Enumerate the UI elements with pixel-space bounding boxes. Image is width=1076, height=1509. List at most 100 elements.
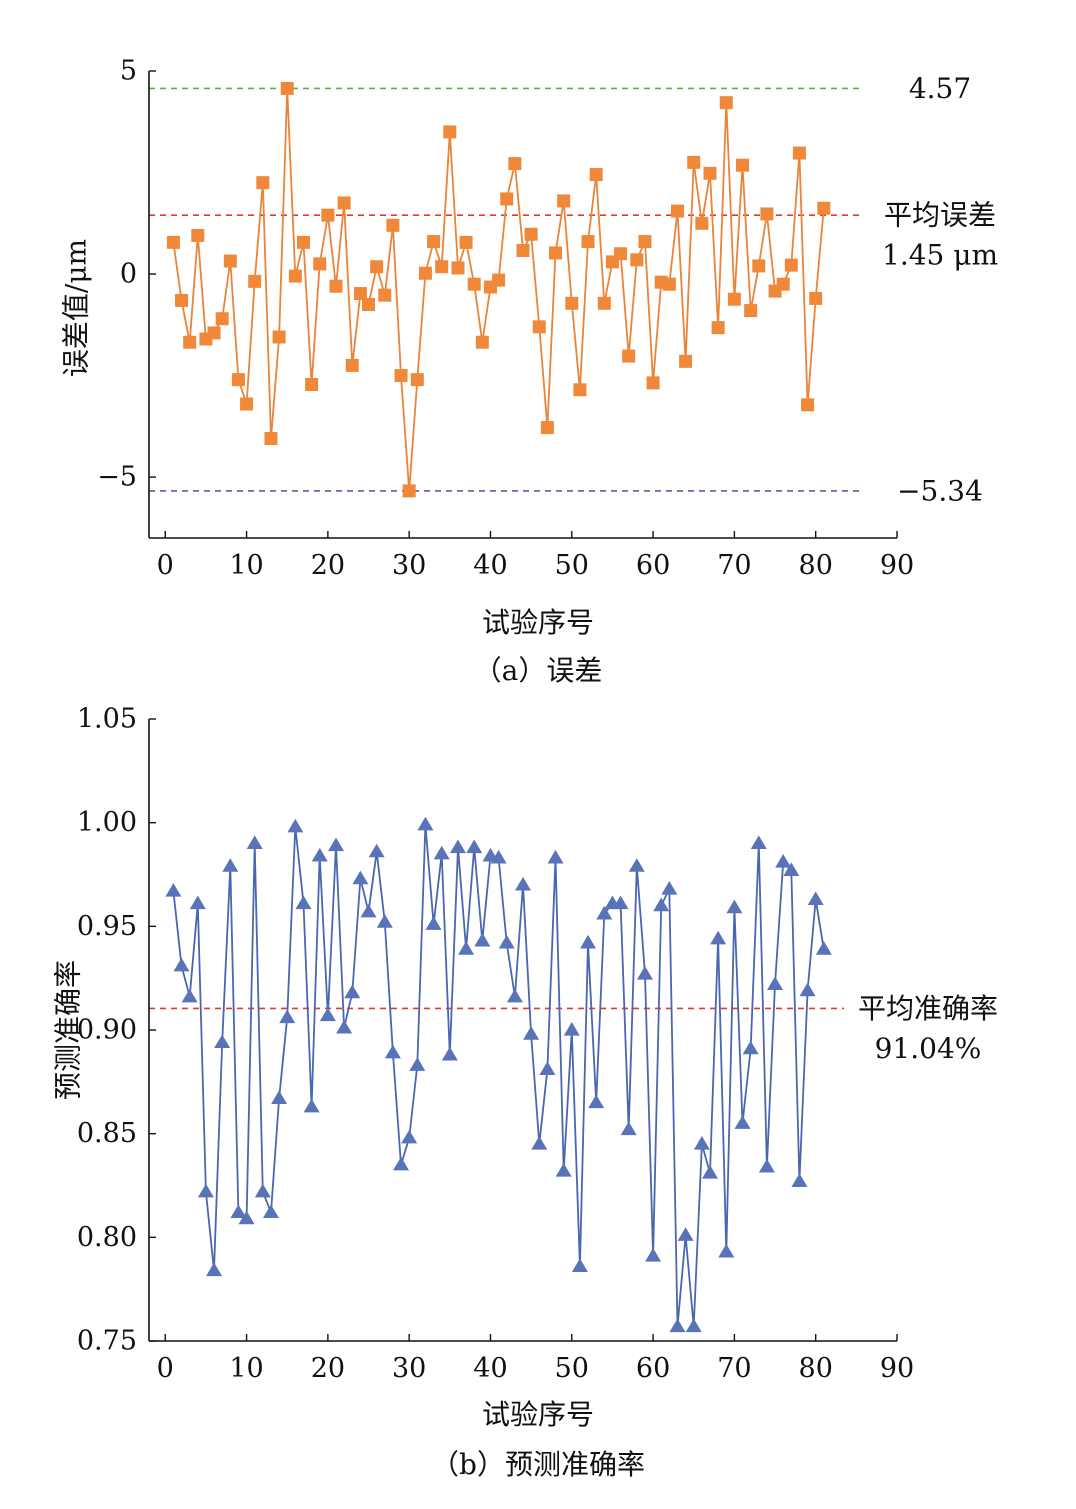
chart-a-data-point xyxy=(597,296,611,310)
chart-a-mean-label: 平均误差 xyxy=(884,199,996,232)
chart-b-data-point xyxy=(368,843,385,858)
chart-b-data-point xyxy=(758,1158,775,1173)
chart-b-data-point xyxy=(311,847,328,862)
chart-a-data-point xyxy=(792,146,806,160)
chart-a: 0 10 20 30 40 50 60 70 80 90 −5 0 5 4.57 平均误差 1.45 μm −… xyxy=(60,56,999,688)
chart-a-reference-labels: 4.57 平均误差 1.45 μm −5.34 xyxy=(882,72,998,507)
chart-a-data-point xyxy=(264,432,278,446)
chart-a-data-point xyxy=(353,287,367,301)
chart-b-data-point xyxy=(750,835,767,849)
chart-a-data-point xyxy=(646,376,660,390)
chart-b-data-point xyxy=(474,932,491,947)
chart-b-data-point xyxy=(417,816,434,831)
chart-b-data-point xyxy=(238,1210,255,1225)
chart-b-data-point xyxy=(246,835,263,849)
chart-a-data-point xyxy=(776,277,790,291)
chart-a-data-point xyxy=(256,176,270,190)
chart-b-y-tick-label: 0.90 xyxy=(77,1015,137,1046)
chart-a-data-point xyxy=(288,269,302,283)
chart-b-data-point xyxy=(767,976,784,990)
chart-b-series xyxy=(165,816,832,1333)
chart-a-data-point xyxy=(329,279,343,293)
chart-b-x-tick-label: 80 xyxy=(799,1353,833,1384)
chart-a-data-point xyxy=(573,383,587,397)
chart-a-x-tick-label: 40 xyxy=(473,550,507,581)
chart-a-data-point xyxy=(370,260,384,274)
chart-a-data-point xyxy=(524,227,538,241)
chart-b-data-point xyxy=(693,1136,710,1150)
chart-a-data-point xyxy=(191,228,205,242)
chart-b-x-tick-label: 50 xyxy=(555,1353,589,1384)
chart-b-data-point xyxy=(490,849,507,864)
chart-b-data-point xyxy=(555,1162,572,1177)
chart-b-data-point xyxy=(181,988,198,1003)
chart-b-x-tick-label: 60 xyxy=(636,1353,670,1384)
chart-a-data-point xyxy=(207,326,221,340)
chart-b-data-point xyxy=(645,1247,662,1262)
chart-b-data-point xyxy=(189,895,206,910)
chart-b-data-point xyxy=(612,895,629,910)
chart-a-x-tick-label: 50 xyxy=(555,550,589,581)
chart-a-data-point xyxy=(305,377,319,391)
chart-a-x-tick-label: 60 xyxy=(636,550,670,581)
chart-a-x-tick-label: 10 xyxy=(229,550,263,581)
chart-a-data-point xyxy=(622,349,636,363)
chart-a-data-point xyxy=(727,292,741,306)
chart-b-y-tick-label: 1.00 xyxy=(77,807,137,838)
chart-b-data-point xyxy=(254,1183,271,1198)
chart-b-data-point xyxy=(547,849,564,864)
chart-b-data-point xyxy=(271,1090,288,1105)
chart-b-data-point xyxy=(775,854,792,868)
chart-b-data-point xyxy=(677,1227,694,1241)
chart-b-data-point xyxy=(702,1165,718,1179)
chart-a-data-point xyxy=(467,277,481,291)
chart-b-data-point xyxy=(636,966,653,980)
chart-b-data-point xyxy=(230,1204,247,1219)
chart-a-data-point xyxy=(809,291,823,305)
chart-a-data-point xyxy=(272,330,286,344)
chart-b-data-point xyxy=(197,1183,214,1198)
chart-b-x-tick-label: 90 xyxy=(880,1353,914,1384)
chart-b-data-point xyxy=(295,895,312,910)
chart-b-data-point xyxy=(498,934,515,949)
chart-a-x-axis-label: 试验序号 xyxy=(482,606,594,639)
chart-b-x-tick-label: 20 xyxy=(311,1353,345,1384)
chart-b-caption: （b）预测准确率 xyxy=(431,1448,645,1481)
chart-b-data-point xyxy=(214,1034,231,1049)
chart-b-data-point xyxy=(384,1044,401,1059)
chart-b-data-point xyxy=(206,1262,223,1277)
chart-b-data-point xyxy=(287,818,304,833)
chart-a-data-point xyxy=(760,207,774,221)
chart-a-data-point xyxy=(614,247,628,261)
chart-a-data-point xyxy=(183,335,197,349)
chart-b-data-point xyxy=(466,839,483,854)
chart-a-data-point xyxy=(418,266,432,280)
chart-b-data-point xyxy=(449,839,466,854)
chart-a-y-axis-label: 误差值/μm xyxy=(60,239,93,377)
chart-b-y-tick-label: 0.80 xyxy=(77,1222,137,1253)
chart-a-data-point xyxy=(475,335,489,349)
chart-a-data-point xyxy=(296,235,310,249)
chart-b-data-point xyxy=(433,845,450,860)
chart-b-data-point xyxy=(539,1061,556,1075)
chart-a-data-point xyxy=(215,312,229,326)
chart-a-data-point xyxy=(492,273,506,287)
chart-b-data-point xyxy=(653,897,670,912)
chart-a-data-point xyxy=(175,293,189,307)
chart-a-x-tick-label: 20 xyxy=(311,550,345,581)
chart-b-data-point xyxy=(596,905,613,920)
chart-a-data-point xyxy=(337,196,351,210)
chart-a-data-point xyxy=(801,398,815,412)
chart-b-data-point xyxy=(401,1129,418,1144)
chart-b-data-point xyxy=(515,876,531,891)
chart-a-reference-lines xyxy=(149,87,860,492)
chart-b-y-tick-label: 0.75 xyxy=(77,1326,137,1357)
chart-a-data-point xyxy=(736,158,750,172)
chart-b-data-point xyxy=(360,903,377,918)
chart-a-data-point xyxy=(427,235,441,249)
chart-b: 0 10 20 30 40 50 60 70 80 90 0.75 0.80 0.85 0.90 0.95 1… xyxy=(52,704,999,1482)
chart-a-data-point xyxy=(362,298,376,311)
chart-a-data-point xyxy=(679,354,693,368)
chart-b-data-point xyxy=(319,1007,336,1022)
chart-a-data-point xyxy=(386,218,400,232)
